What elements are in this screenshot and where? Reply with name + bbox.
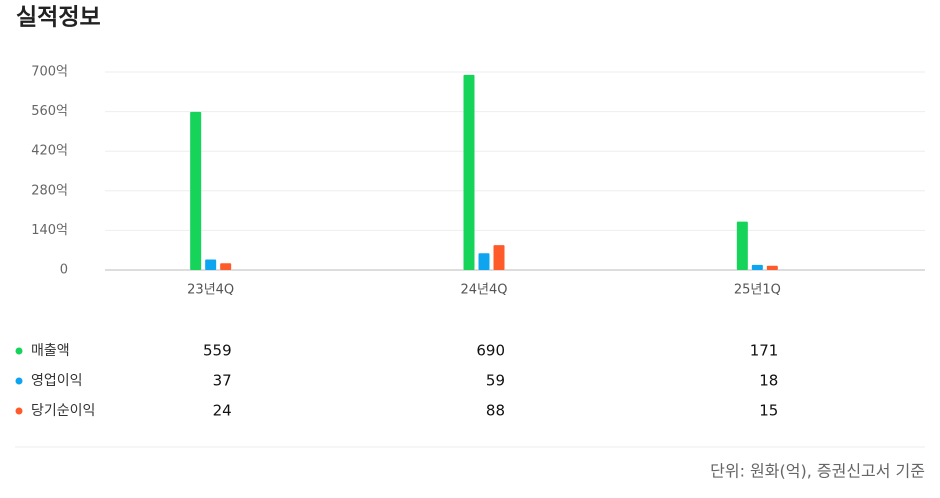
footer: 단위: 원화(억), 증권신고서 기준 xyxy=(710,462,925,481)
bar xyxy=(205,259,217,270)
y-tick-label: 140억 xyxy=(31,223,68,238)
table-value: 24 xyxy=(213,402,232,420)
page-title: 실적정보 xyxy=(16,5,101,31)
bar xyxy=(190,111,202,270)
table-value: 690 xyxy=(476,342,505,360)
legend-dot xyxy=(15,407,23,415)
bar xyxy=(493,245,505,270)
legend-label: 영업이익 xyxy=(31,373,83,389)
x-tick-label: 24년4Q xyxy=(460,283,507,298)
y-tick-label: 560억 xyxy=(31,104,68,119)
table-value: 15 xyxy=(759,402,778,420)
y-tick-label: 420억 xyxy=(31,144,68,159)
y-tick-label: 700억 xyxy=(31,65,68,80)
table-value: 88 xyxy=(486,402,505,420)
bar xyxy=(751,264,763,270)
bar xyxy=(220,263,232,270)
legend-dot xyxy=(15,347,23,355)
bar xyxy=(463,74,475,270)
legend-label: 당기순이익 xyxy=(31,403,95,419)
table-value: 59 xyxy=(486,372,505,390)
legend-dot xyxy=(15,377,23,385)
table-value: 37 xyxy=(213,372,232,390)
x-tick-label: 23년4Q xyxy=(187,283,234,298)
bar xyxy=(478,253,490,270)
y-tick-label: 0 xyxy=(60,263,68,278)
table-value: 171 xyxy=(750,342,779,360)
y-tick-label: 280억 xyxy=(31,183,68,198)
bar xyxy=(766,265,778,270)
legend-label: 매출액 xyxy=(31,343,70,359)
x-tick-label: 25년1Q xyxy=(734,283,781,298)
bar xyxy=(736,221,748,270)
table-value: 18 xyxy=(759,372,778,390)
table-value: 559 xyxy=(203,342,232,360)
